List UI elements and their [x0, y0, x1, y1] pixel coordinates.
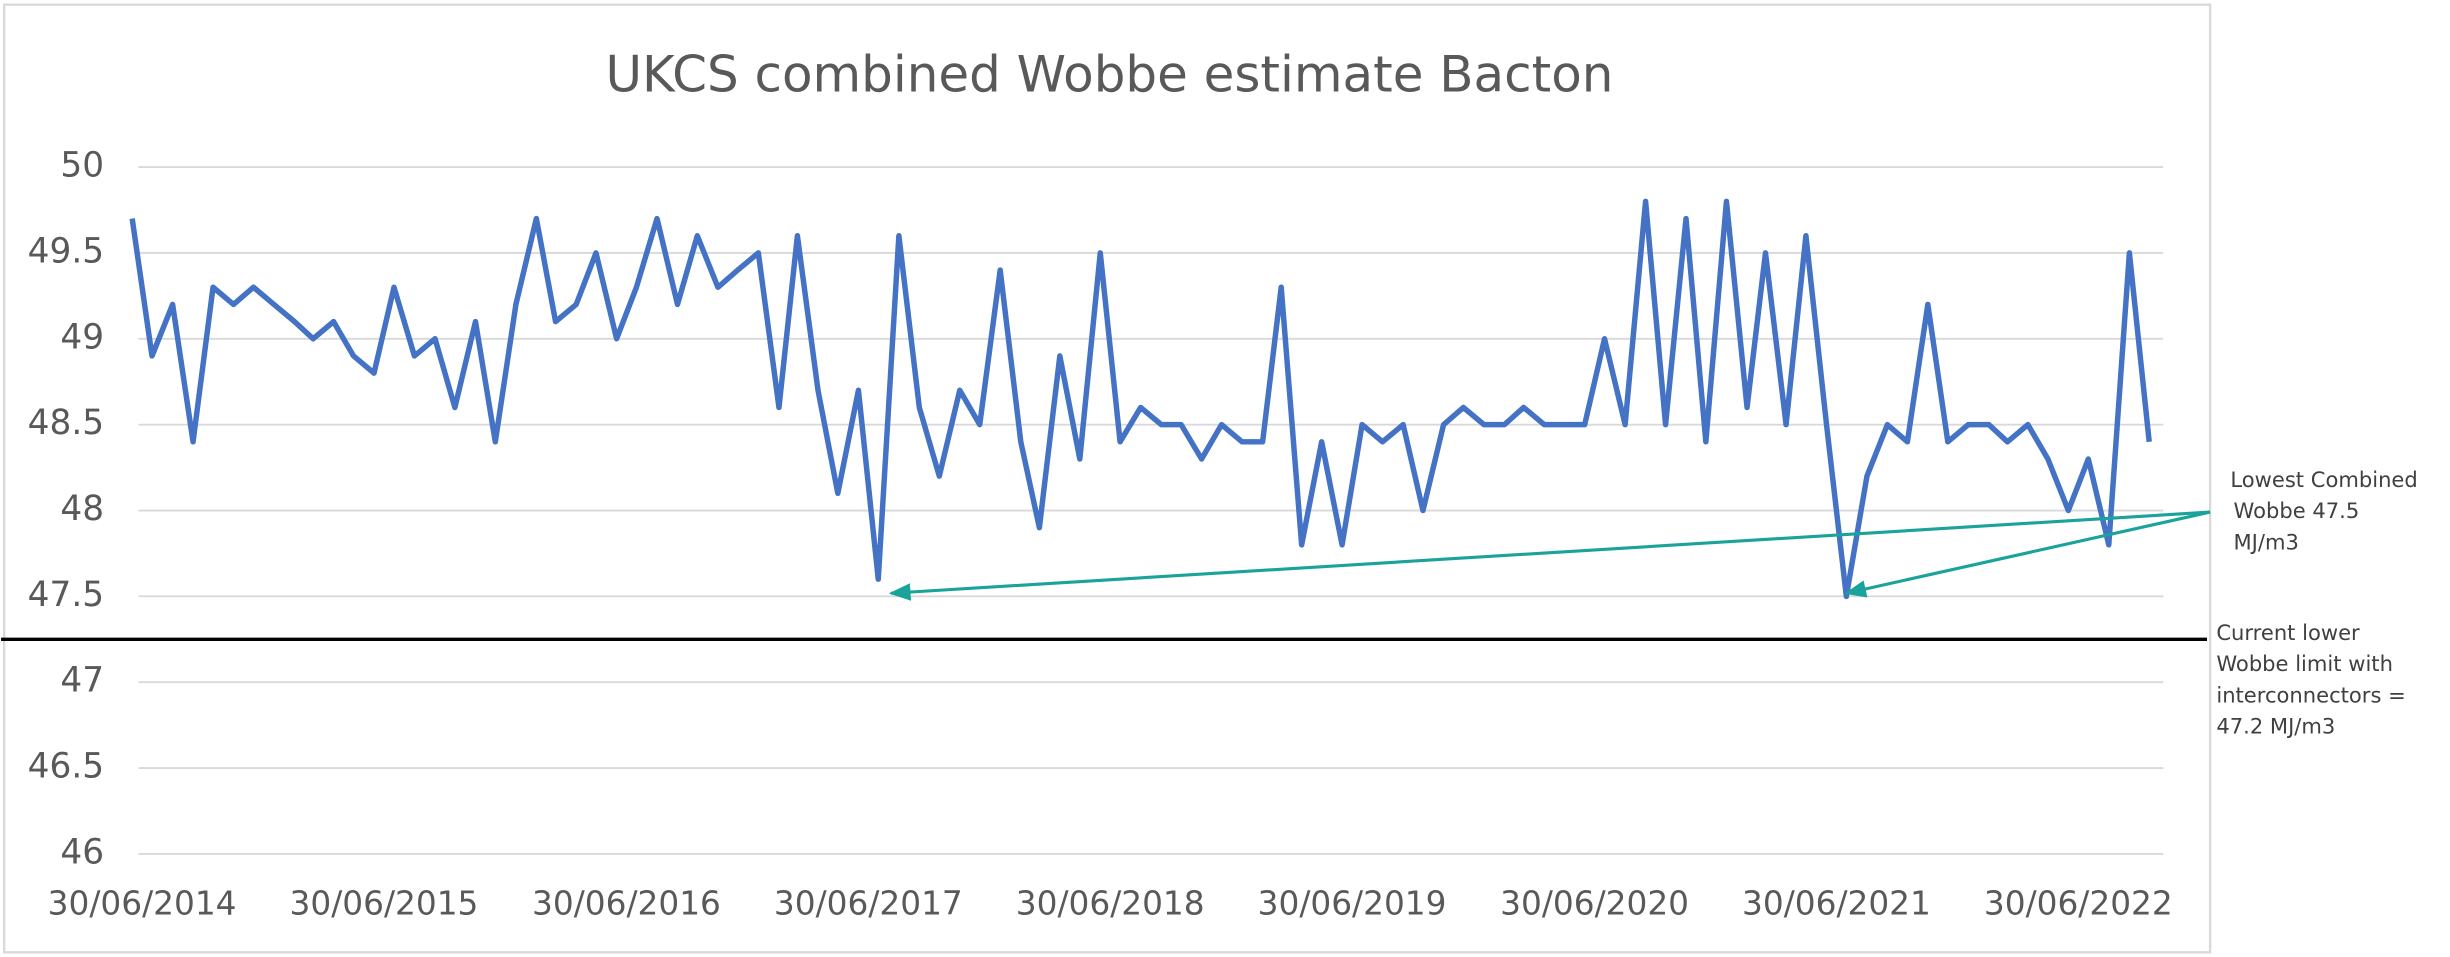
annotation-text: Lowest Combined [2230, 467, 2417, 492]
chart-frame [2, 3, 2212, 954]
x-tick-label: 30/06/2014 [48, 884, 237, 922]
annotation-text: interconnectors = [2216, 682, 2405, 707]
annotation-text: 47.2 MJ/m3 [2216, 714, 2335, 739]
x-tick-label: 30/06/2015 [290, 884, 479, 922]
y-tick-label: 48 [60, 489, 104, 529]
y-tick-label: 47 [60, 661, 104, 701]
x-tick-label: 30/06/2016 [532, 884, 721, 922]
x-tick-label: 30/06/2018 [1016, 884, 1205, 922]
data-line [129, 198, 2152, 600]
y-tick-label: 48.5 [28, 403, 104, 443]
chart-title: UKCS combined Wobbe estimate Bacton [606, 46, 1614, 104]
annotation-arrow [888, 510, 2211, 601]
y-tick-label: 49.5 [28, 231, 104, 271]
annotation-arrow [1844, 510, 2211, 598]
y-tick-label: 49 [60, 317, 104, 357]
y-tick-label: 50 [60, 146, 104, 186]
annotation-text: MJ/m3 [2234, 529, 2299, 554]
x-tick-label: 30/06/2019 [1258, 884, 1447, 922]
x-tick-label: 30/06/2021 [1742, 884, 1931, 922]
x-tick-label: 30/06/2017 [774, 884, 963, 922]
x-tick-label: 30/06/2020 [1500, 884, 1689, 922]
annotation-text: Wobbe 47.5 [2234, 498, 2360, 523]
annotation-text: Wobbe limit with [2216, 651, 2393, 676]
y-tick-label: 46 [60, 832, 104, 872]
y-tick-label: 47.5 [28, 575, 104, 615]
annotation-text: Current lower [2216, 620, 2360, 645]
y-tick-label: 46.5 [28, 747, 104, 787]
x-tick-label: 30/06/2022 [1984, 884, 2173, 922]
